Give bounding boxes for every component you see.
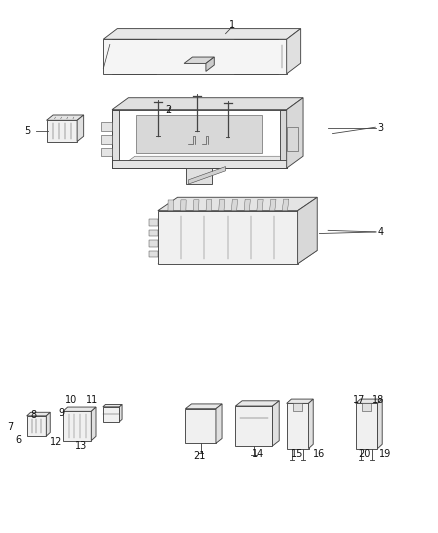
Polygon shape [231,199,237,211]
Polygon shape [219,199,225,211]
Polygon shape [119,156,297,168]
Text: 3: 3 [378,123,384,133]
Polygon shape [378,399,382,449]
Text: 8: 8 [30,410,36,421]
Polygon shape [269,199,276,211]
Polygon shape [158,211,297,264]
Polygon shape [184,57,214,63]
Polygon shape [287,403,308,449]
Polygon shape [46,115,84,120]
Polygon shape [362,403,371,411]
Polygon shape [356,403,378,449]
Polygon shape [287,98,303,168]
Text: 18: 18 [372,395,385,406]
Polygon shape [77,115,84,142]
Text: 16: 16 [313,449,325,458]
Polygon shape [235,406,272,446]
Polygon shape [193,200,199,211]
Text: 2: 2 [166,104,172,115]
Polygon shape [101,122,112,131]
Polygon shape [168,200,173,211]
Polygon shape [287,399,313,403]
Polygon shape [257,199,263,211]
Polygon shape [308,399,313,449]
Polygon shape [356,399,382,403]
Polygon shape [180,200,186,211]
Polygon shape [149,230,158,236]
Polygon shape [103,39,287,74]
Polygon shape [149,219,158,225]
Text: 6: 6 [15,435,21,446]
Text: 19: 19 [379,449,391,458]
Polygon shape [158,251,317,264]
Polygon shape [235,401,279,406]
Polygon shape [120,405,122,422]
Text: 10: 10 [65,395,78,406]
Polygon shape [188,166,226,184]
Text: 20: 20 [358,449,370,458]
Polygon shape [216,404,222,443]
Polygon shape [272,401,279,446]
Text: 13: 13 [75,441,88,451]
Polygon shape [91,407,96,441]
Text: 4: 4 [378,227,384,237]
Text: 7: 7 [7,422,14,432]
Polygon shape [206,200,212,211]
Polygon shape [103,407,120,422]
Polygon shape [287,127,297,151]
Polygon shape [27,416,46,436]
Polygon shape [280,110,287,168]
Polygon shape [244,199,251,211]
Polygon shape [27,413,50,416]
Polygon shape [185,404,222,409]
Polygon shape [287,29,300,74]
Polygon shape [101,148,112,157]
Text: 9: 9 [58,408,64,418]
Text: 11: 11 [86,395,99,406]
Polygon shape [149,240,158,247]
Polygon shape [293,403,302,411]
Polygon shape [149,251,158,257]
Polygon shape [282,199,289,211]
Polygon shape [186,168,212,184]
Polygon shape [46,413,50,436]
Text: 12: 12 [50,437,63,447]
Polygon shape [206,57,214,71]
Polygon shape [112,110,119,168]
Polygon shape [137,115,262,152]
Polygon shape [185,409,216,443]
Polygon shape [63,411,91,441]
Polygon shape [112,98,303,110]
Text: 5: 5 [24,126,30,136]
Text: 17: 17 [353,395,365,406]
Polygon shape [101,135,112,143]
Polygon shape [112,160,287,168]
Polygon shape [103,29,300,39]
Polygon shape [158,197,317,211]
Text: 15: 15 [291,449,304,458]
Text: 1: 1 [229,20,235,30]
Polygon shape [103,405,122,407]
Polygon shape [63,407,96,411]
Text: 21: 21 [193,451,205,461]
Text: 14: 14 [252,449,265,458]
Polygon shape [297,197,317,264]
Polygon shape [46,120,77,142]
